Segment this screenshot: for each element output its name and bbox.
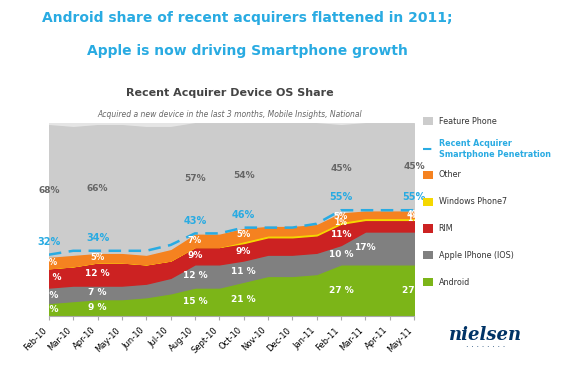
Text: 7%: 7% [188,236,202,245]
Text: 43%: 43% [183,216,206,226]
Text: 17%: 17% [355,243,376,252]
Text: 32%: 32% [37,237,60,247]
Text: 6 %: 6 % [40,258,58,267]
Text: 45%: 45% [403,162,425,171]
Text: 68%: 68% [38,187,60,195]
Text: Windows Phone7: Windows Phone7 [439,197,507,206]
Text: 10 %: 10 % [329,250,353,259]
Text: 4%: 4% [407,210,421,219]
Text: Android: Android [439,278,470,287]
Text: 11%: 11% [330,230,352,239]
Text: Acquired a new device in the last 3 months, Mobile Insights, National: Acquired a new device in the last 3 mont… [98,110,362,119]
Text: Feature Phone: Feature Phone [439,117,496,125]
Text: 9%: 9% [236,247,251,256]
Text: 55%: 55% [329,192,352,202]
Text: 15 %: 15 % [183,297,207,307]
Text: Recent Acquirer Device OS Share: Recent Acquirer Device OS Share [126,88,334,98]
Text: 27 %: 27 % [401,286,427,295]
Text: 9 %: 9 % [89,303,107,312]
Text: 66%: 66% [87,184,108,194]
Text: nielsen: nielsen [449,326,523,344]
Text: 9%: 9% [187,251,202,260]
Text: 27 %: 27 % [328,286,354,295]
Text: 12 %: 12 % [183,272,207,280]
Text: Other: Other [439,170,462,179]
Text: 8 %: 8 % [40,291,58,300]
Text: 7 %: 7 % [89,288,107,297]
Text: 12 %: 12 % [85,269,110,279]
Text: 55%: 55% [402,192,426,202]
Text: 11 %: 11 % [231,266,256,276]
Text: 21 %: 21 % [231,295,256,304]
Text: Android share of recent acquirers flattened in 2011;: Android share of recent acquirers flatte… [42,11,453,25]
Text: Apple IPhone (IOS): Apple IPhone (IOS) [439,251,513,260]
Text: Apple is now driving Smartphone growth: Apple is now driving Smartphone growth [87,44,408,58]
Text: 5%: 5% [236,230,251,239]
Text: 46%: 46% [232,210,255,220]
Text: 54%: 54% [233,171,254,180]
Text: Recent Acquirer
Smartphone Penetration: Recent Acquirer Smartphone Penetration [439,139,551,159]
Text: 45%: 45% [330,164,352,173]
Text: RIM: RIM [439,224,453,233]
Text: 5%: 5% [334,212,348,222]
Text: 34%: 34% [86,233,109,243]
Text: 7 %: 7 % [40,305,58,314]
Text: 1%: 1% [408,215,420,223]
Text: 1%: 1% [335,218,347,227]
Text: 10 %: 10 % [37,273,61,282]
Text: 5%: 5% [90,253,105,262]
Text: 57%: 57% [184,174,206,183]
Text: · · · · · · · ·: · · · · · · · · [466,343,505,352]
